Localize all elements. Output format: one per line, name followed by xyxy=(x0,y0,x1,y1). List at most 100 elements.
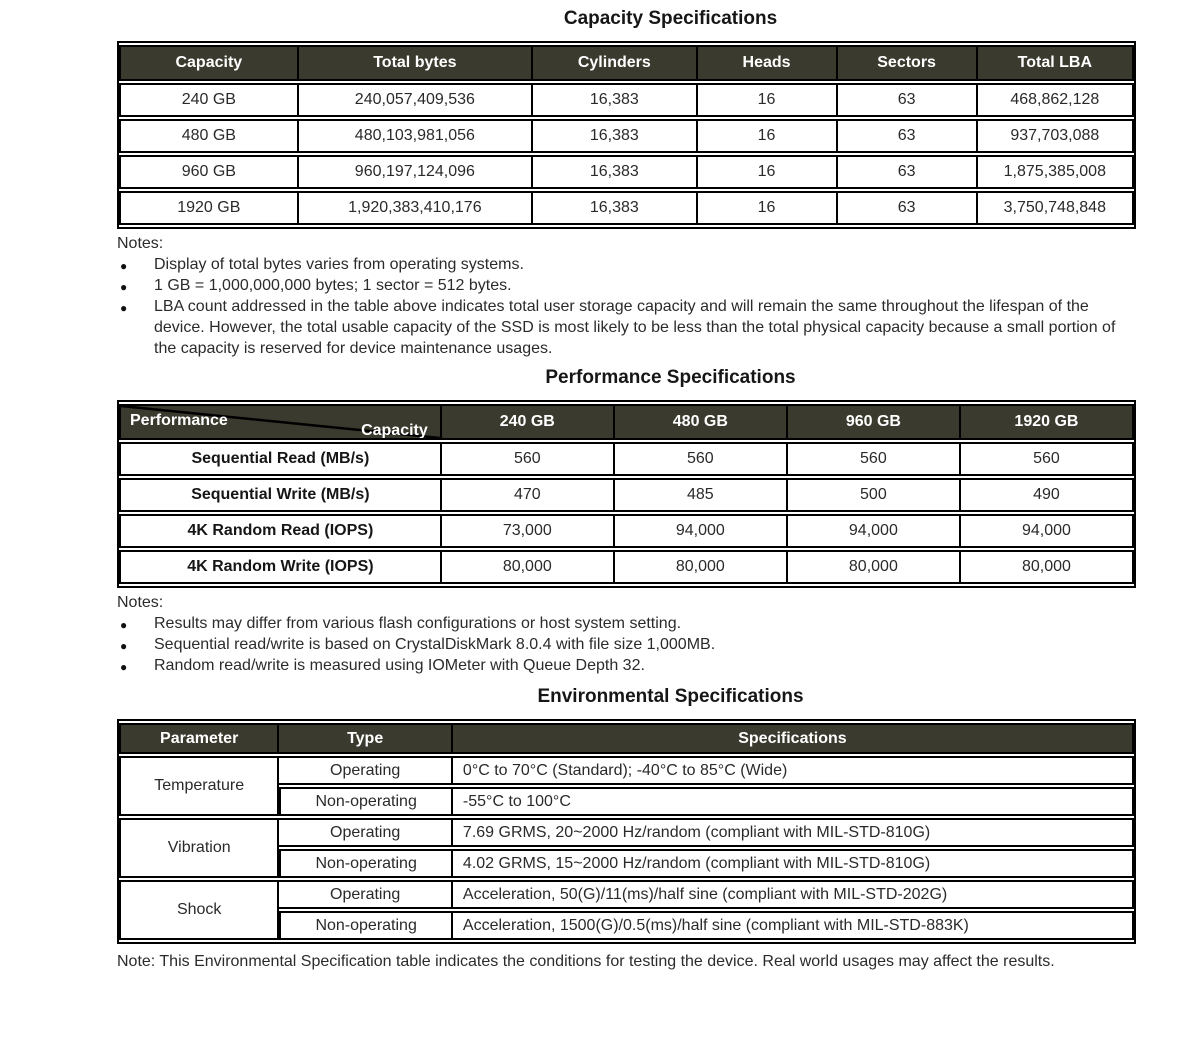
capacity-cell: 16 xyxy=(697,83,838,117)
environmental-header-cell: Type xyxy=(279,723,453,754)
performance-cell: 500 xyxy=(787,478,961,512)
performance-note: Results may differ from various flash co… xyxy=(117,613,1136,636)
capacity-notes-label: Notes: xyxy=(117,235,164,252)
performance-row-label: 4K Random Write (IOPS) xyxy=(119,550,442,584)
capacity-cell: 16,383 xyxy=(533,119,698,153)
capacity-note: LBA count addressed in the table above i… xyxy=(117,296,1136,359)
performance-row: Sequential Write (MB/s) 470 485 500 490 xyxy=(119,478,1134,512)
capacity-cell: 1,875,385,008 xyxy=(977,155,1134,189)
capacity-header-row: Capacity Total bytes Cylinders Heads Sectors… xyxy=(119,45,1134,81)
capacity-cell: 3,750,748,848 xyxy=(977,191,1134,225)
capacity-cell: 240,057,409,536 xyxy=(298,83,534,117)
performance-cell: 80,000 xyxy=(441,550,615,584)
environmental-parameter-cell: Vibration xyxy=(119,818,280,878)
capacity-header-cell: Total LBA xyxy=(977,45,1134,81)
capacity-header-cell: Capacity xyxy=(119,45,299,81)
environmental-type-cell: Operating xyxy=(279,818,453,847)
performance-section-title: Performance Specifications xyxy=(545,367,796,388)
capacity-cell: 16,383 xyxy=(533,83,698,117)
performance-cell: 94,000 xyxy=(787,514,961,548)
environmental-spec-cell: 4.02 GRMS, 15~2000 Hz/random (compliant … xyxy=(452,849,1134,878)
environmental-body: Temperature Operating 0°C to 70°C (Standar… xyxy=(119,756,1134,940)
performance-note: Random read/write is measured using IOMe… xyxy=(117,655,1136,678)
capacity-cell: 63 xyxy=(837,155,978,189)
environmental-header-cell: Parameter xyxy=(119,723,280,754)
capacity-row: 240 GB 240,057,409,536 16,383 16 63 468,862,1… xyxy=(119,83,1134,117)
capacity-cell: 63 xyxy=(837,191,978,225)
environmental-row: Vibration Operating 7.69 GRMS, 20~2000 Hz/… xyxy=(119,818,1134,878)
environmental-row: Non-operating 4.02 GRMS, 15~2000 Hz/rando… xyxy=(119,849,1134,878)
performance-cell: 470 xyxy=(441,478,615,512)
environmental-header-cell: Specifications xyxy=(452,723,1134,754)
performance-row-label: Sequential Write (MB/s) xyxy=(119,478,442,512)
environmental-row: Temperature Operating 0°C to 70°C (Standar… xyxy=(119,756,1134,816)
performance-cell: 80,000 xyxy=(614,550,788,584)
performance-body: Sequential Read (MB/s) 560 560 560 560 Sequen… xyxy=(119,442,1134,584)
capacity-cell: 63 xyxy=(837,83,978,117)
spec-document-page: Capacity Specifications Capacity Total by… xyxy=(0,0,1200,973)
performance-column-header: 960 GB xyxy=(787,404,961,440)
capacity-table: Capacity Total bytes Cylinders Heads Sectors… xyxy=(117,41,1136,229)
performance-cell: 490 xyxy=(960,478,1134,512)
environmental-section-title: Environmental Specifications xyxy=(537,686,804,707)
environmental-type-cell: Operating xyxy=(279,880,453,909)
environmental-table: Parameter Type Specifications Temperature O… xyxy=(117,719,1136,944)
environmental-type-cell: Non-operating xyxy=(279,849,453,878)
capacity-cell: 960 GB xyxy=(119,155,299,189)
environmental-parameter-cell: Shock xyxy=(119,880,280,940)
performance-column-header: 240 GB xyxy=(441,404,615,440)
performance-cell: 560 xyxy=(787,442,961,476)
capacity-section-title: Capacity Specifications xyxy=(563,8,778,29)
performance-column-header: 1920 GB xyxy=(960,404,1134,440)
capacity-cell: 16,383 xyxy=(533,155,698,189)
performance-row-label: Sequential Read (MB/s) xyxy=(119,442,442,476)
environmental-row: Shock Operating Acceleration, 50(G)/11(ms)… xyxy=(119,880,1134,940)
performance-column-header: 480 GB xyxy=(614,404,788,440)
environmental-type-cell: Non-operating xyxy=(279,787,453,816)
performance-notes-list: Results may differ from various flash co… xyxy=(117,613,1136,678)
capacity-cell: 1920 GB xyxy=(119,191,299,225)
performance-table: Capacity Performance 240 GB 480 GB 960 GB 1… xyxy=(117,400,1136,588)
performance-cell: 94,000 xyxy=(960,514,1134,548)
performance-row-label: 4K Random Read (IOPS) xyxy=(119,514,442,548)
capacity-header-cell: Total bytes xyxy=(298,45,534,81)
performance-cell: 560 xyxy=(614,442,788,476)
diagonal-divider-line xyxy=(121,406,440,438)
capacity-cell: 480,103,981,056 xyxy=(298,119,534,153)
capacity-header-cell: Heads xyxy=(697,45,838,81)
environmental-spec-cell: Acceleration, 50(G)/11(ms)/half sine (co… xyxy=(452,880,1134,909)
performance-cell: 560 xyxy=(441,442,615,476)
performance-cell: 80,000 xyxy=(787,550,961,584)
capacity-row: 960 GB 960,197,124,096 16,383 16 63 1,875,385… xyxy=(119,155,1134,189)
environmental-spec-cell: 0°C to 70°C (Standard); -40°C to 85°C (W… xyxy=(452,756,1134,785)
performance-notes-label: Notes: xyxy=(117,594,164,611)
capacity-cell: 16 xyxy=(697,155,838,189)
capacity-cell: 16 xyxy=(697,191,838,225)
environmental-spec-cell: -55°C to 100°C xyxy=(452,787,1134,816)
performance-cell: 80,000 xyxy=(960,550,1134,584)
environmental-header-row: Parameter Type Specifications xyxy=(119,723,1134,754)
environmental-footnote: Note: This Environmental Specification t… xyxy=(117,953,1055,970)
performance-corner-cell: Capacity Performance xyxy=(119,404,442,440)
capacity-note: Display of total bytes varies from opera… xyxy=(117,254,1136,277)
capacity-note: 1 GB = 1,000,000,000 bytes; 1 sector = 5… xyxy=(117,275,1136,298)
capacity-body: 240 GB 240,057,409,536 16,383 16 63 468,862,1… xyxy=(119,83,1134,225)
capacity-cell: 240 GB xyxy=(119,83,299,117)
performance-cell: 73,000 xyxy=(441,514,615,548)
environmental-row: Non-operating -55°C to 100°C xyxy=(119,787,1134,816)
environmental-spec-cell: 7.69 GRMS, 20~2000 Hz/random (compliant … xyxy=(452,818,1134,847)
environmental-type-cell: Operating xyxy=(279,756,453,785)
corner-label-capacity: Capacity xyxy=(361,422,428,439)
capacity-cell: 63 xyxy=(837,119,978,153)
capacity-header-cell: Cylinders xyxy=(533,45,698,81)
performance-cell: 94,000 xyxy=(614,514,788,548)
performance-header-row: Capacity Performance 240 GB 480 GB 960 GB 1… xyxy=(119,404,1134,440)
capacity-cell: 937,703,088 xyxy=(977,119,1134,153)
performance-row: Sequential Read (MB/s) 560 560 560 560 xyxy=(119,442,1134,476)
performance-note: Sequential read/write is based on Crysta… xyxy=(117,634,1136,657)
environmental-row: Non-operating Acceleration, 1500(G)/0.5(m… xyxy=(119,911,1134,940)
environmental-type-cell: Non-operating xyxy=(279,911,453,940)
capacity-notes-list: Display of total bytes varies from opera… xyxy=(117,254,1136,359)
performance-cell: 560 xyxy=(960,442,1134,476)
capacity-cell: 468,862,128 xyxy=(977,83,1134,117)
